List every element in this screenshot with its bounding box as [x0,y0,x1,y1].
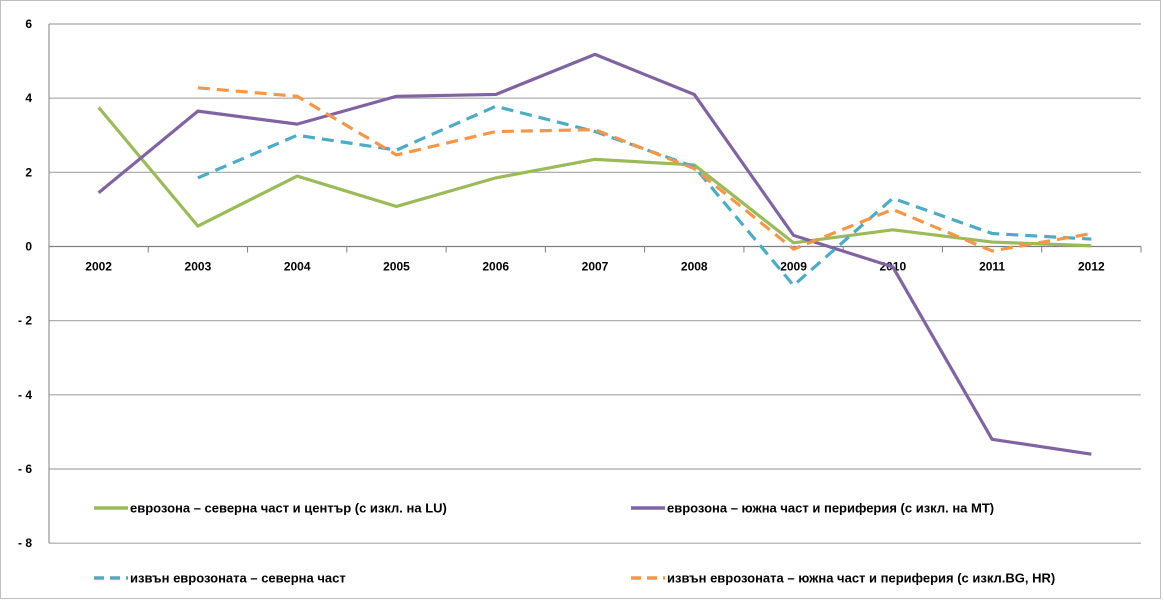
x-tick-label: 2009 [780,260,807,274]
y-tick-label: 4 [25,91,32,105]
series-line-4 [197,86,1092,253]
legend-label: еврозона – южна част и периферия (с изкл… [667,501,994,516]
y-tick-label: 6 [25,17,32,31]
y-tick-label: - 4 [18,388,32,402]
gridlines [48,23,1141,544]
y-tick-label: 2 [25,165,32,179]
legend-label: извън еврозоната – северна част [130,571,346,586]
x-tick-label: 2003 [185,260,212,274]
y-axis-ticks: 6 4 2 0 - 2 - 4 - 6 - 8 [18,17,32,550]
y-tick-label: - 6 [18,462,32,476]
x-tick-label: 2011 [979,260,1005,274]
x-tick-label: 2005 [383,260,410,274]
legend-label: извън еврозоната – южна част и периферия… [667,571,1055,586]
series-lines [97,52,1092,456]
y-tick-label: - 2 [18,314,32,328]
y-tick-label: - 8 [18,536,32,550]
legend: еврозона – северна част и център (с изкл… [94,501,1055,586]
y-tick-label: 0 [25,240,32,254]
x-tick-label: 2007 [582,260,609,274]
x-tick-label: 2002 [85,260,112,274]
series-line-3 [197,104,1092,288]
x-tick-label: 2006 [482,260,509,274]
x-tick-label: 2008 [681,260,708,274]
x-tick-label: 2004 [284,260,311,274]
x-tick-label: 2012 [1078,260,1105,274]
legend-label: еврозона – северна част и център (с изкл… [130,501,447,516]
